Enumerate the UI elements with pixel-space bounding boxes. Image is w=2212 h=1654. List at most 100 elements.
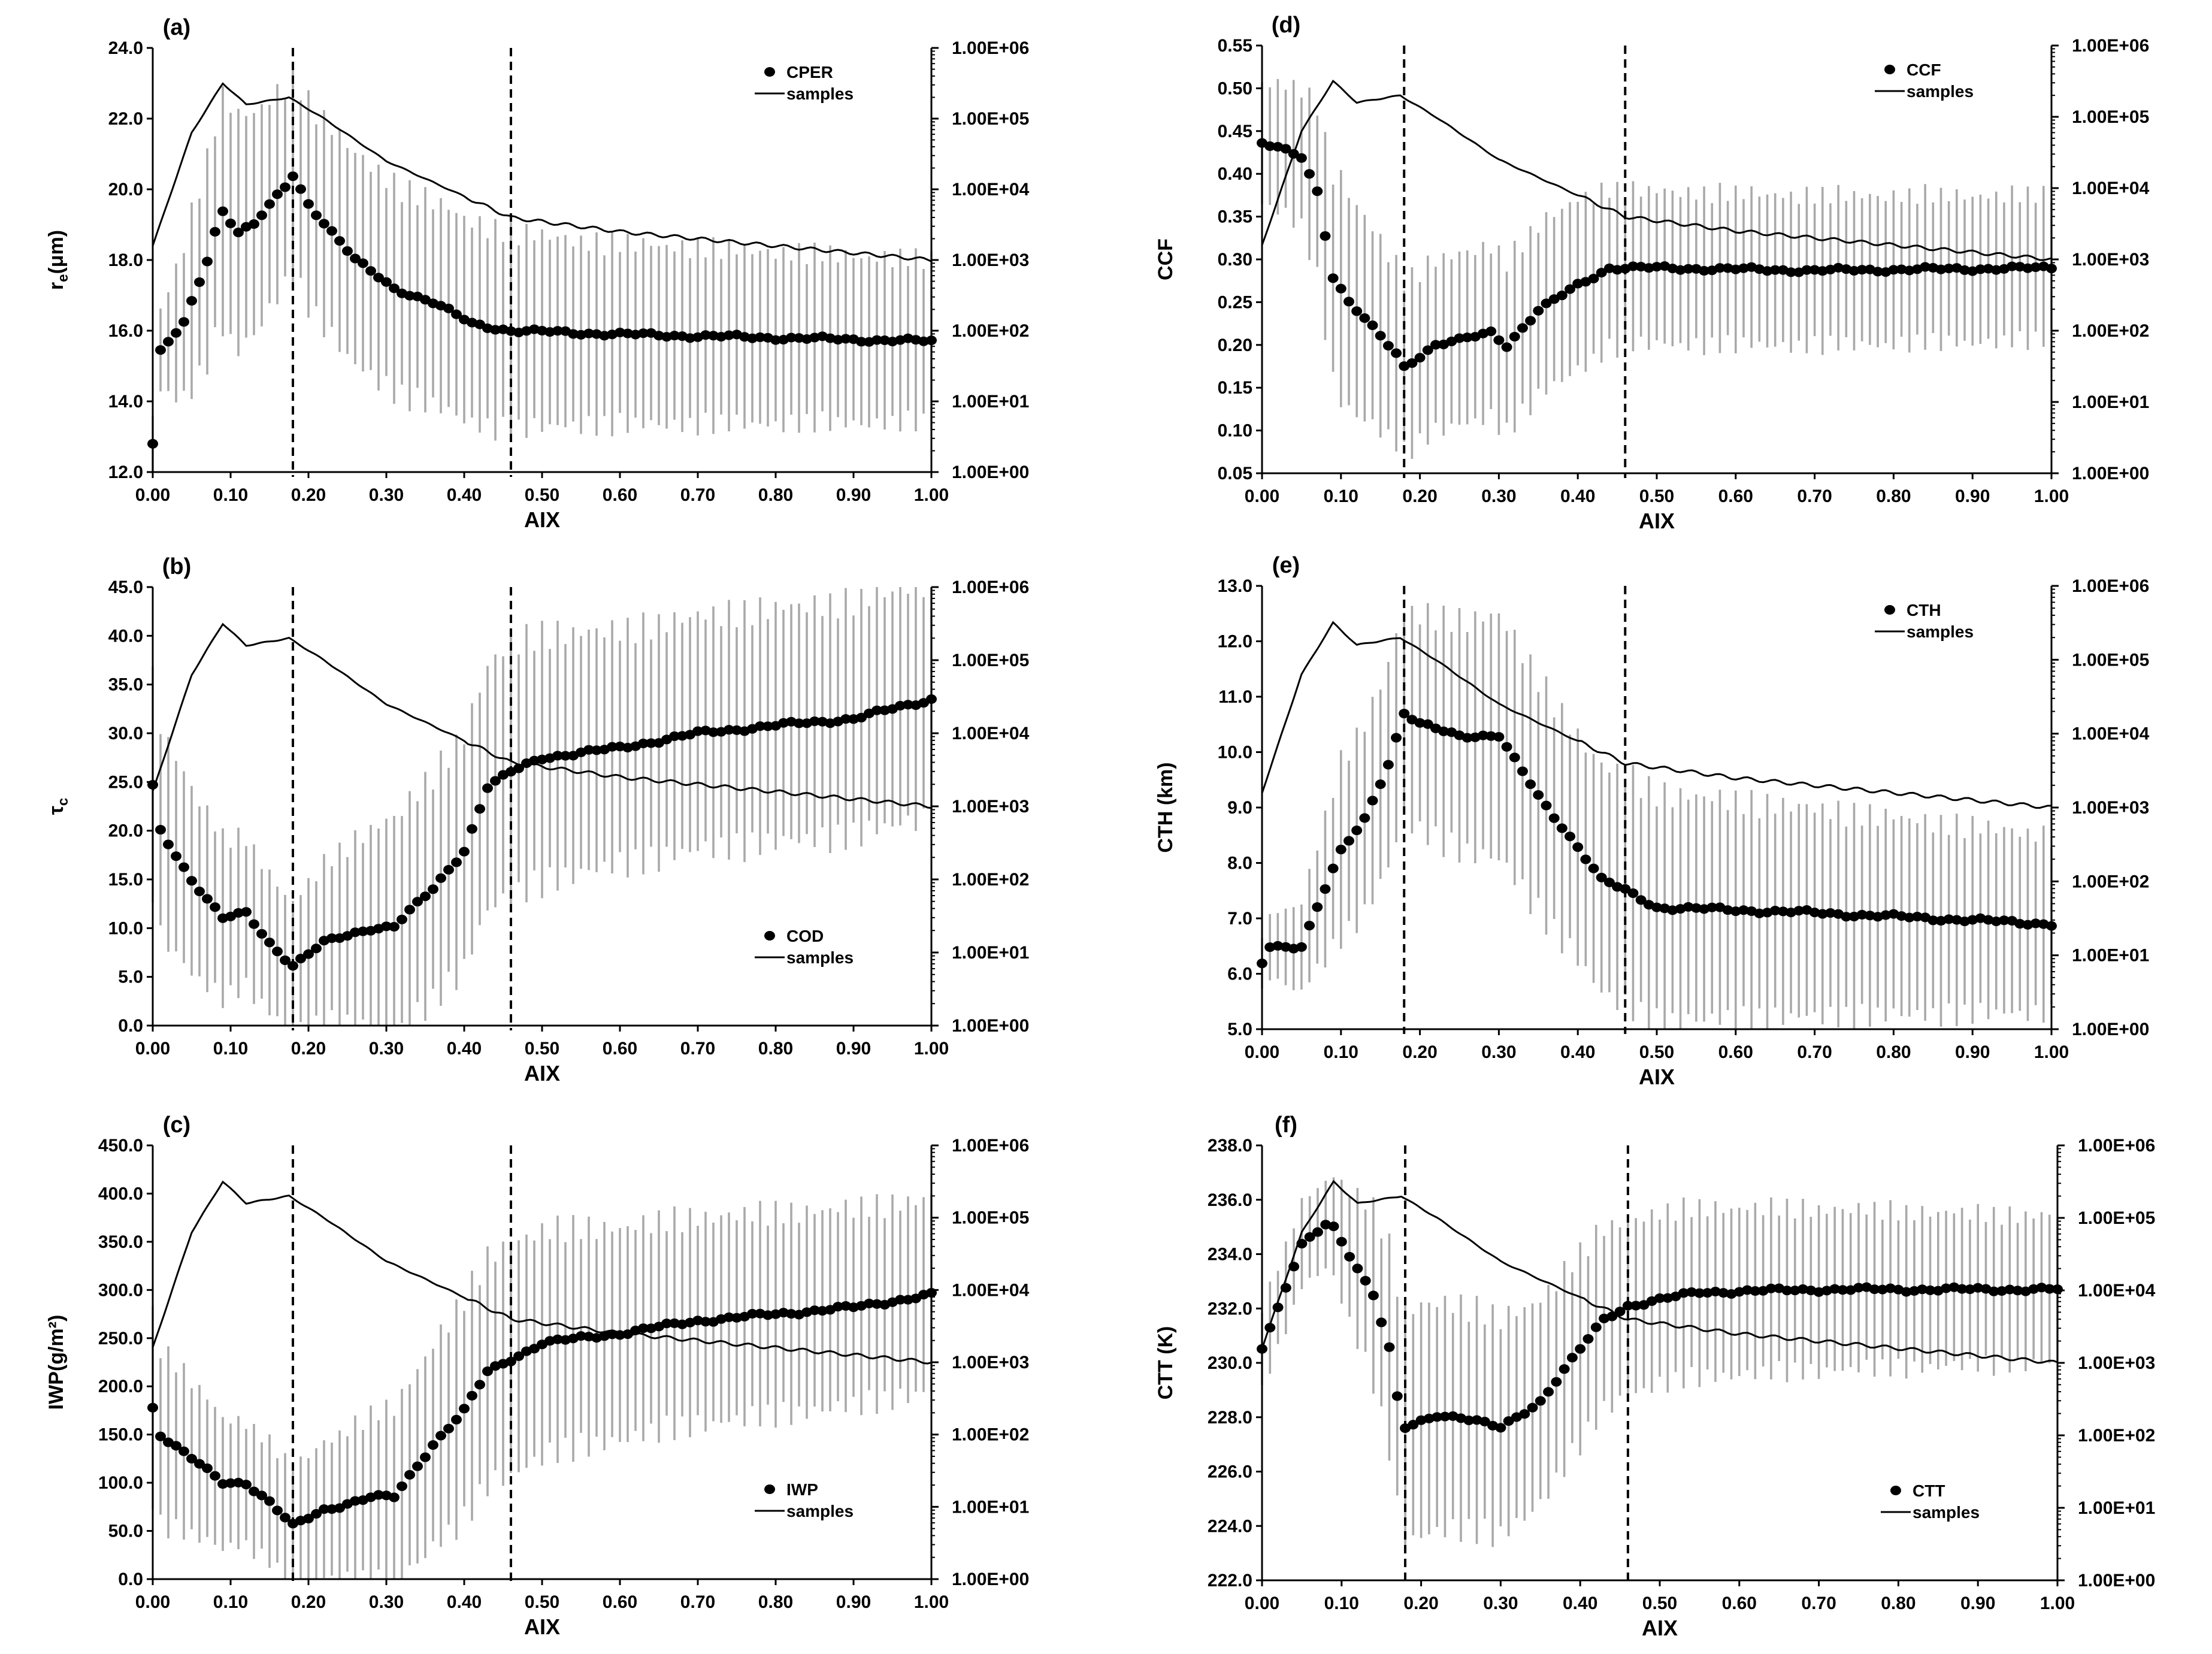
mean-point xyxy=(1327,863,1339,873)
mean-point xyxy=(1525,779,1536,790)
mean-point xyxy=(319,1504,329,1514)
x-tick-label: 0.20 xyxy=(1402,1042,1437,1062)
mean-point xyxy=(2030,918,2041,929)
y2-tick-label: 1.00E+00 xyxy=(2072,464,2149,483)
x-tick-label: 0.00 xyxy=(135,1039,170,1059)
mean-point xyxy=(1856,909,1868,920)
y-tick-label: 0.30 xyxy=(1218,250,1252,270)
mean-point xyxy=(1990,916,2002,926)
x-tick-label: 1.00 xyxy=(2034,486,2069,506)
x-tick-label: 0.10 xyxy=(1324,1593,1359,1613)
mean-point xyxy=(303,949,314,959)
y-tick-label: 238.0 xyxy=(1208,1136,1252,1156)
mean-point xyxy=(272,1505,283,1516)
mean-point xyxy=(256,929,267,939)
mean-point xyxy=(529,1344,540,1354)
mean-point xyxy=(178,317,189,327)
mean-point xyxy=(1548,294,1560,304)
legend-line-label: samples xyxy=(1907,622,1974,641)
mean-point xyxy=(1762,266,1773,276)
mean-point xyxy=(1614,1307,1626,1317)
mean-point xyxy=(1742,1285,1753,1295)
mean-point xyxy=(404,1469,415,1480)
mean-point xyxy=(1904,912,1915,923)
mean-point xyxy=(1391,348,1402,358)
x-tick-label: 0.80 xyxy=(758,485,793,505)
y-tick-label: 232.0 xyxy=(1208,1299,1252,1319)
mean-point xyxy=(809,716,820,726)
y-tick-label: 300.0 xyxy=(98,1280,143,1300)
mean-point xyxy=(326,226,337,236)
y-tick-label: 20.0 xyxy=(108,821,143,841)
y2-tick-label: 1.00E+00 xyxy=(2072,1020,2149,1039)
x-tick-label: 0.50 xyxy=(525,1039,559,1059)
mean-point xyxy=(171,1441,181,1451)
y-tick-label: 10.0 xyxy=(108,918,143,938)
mean-point xyxy=(1461,733,1473,743)
mean-point xyxy=(1400,1423,1411,1434)
panel-label: (e) xyxy=(1272,553,1300,578)
mean-point xyxy=(1495,1423,1506,1433)
y-tick-label: 0.20 xyxy=(1218,335,1252,355)
mean-point xyxy=(1479,1417,1490,1427)
mean-point xyxy=(1375,331,1386,341)
mean-point xyxy=(1438,726,1450,736)
samples-line xyxy=(152,622,932,809)
mean-point xyxy=(747,1309,758,1319)
mean-point xyxy=(646,738,656,748)
x-tick-label: 0.90 xyxy=(836,1039,871,1059)
mean-point xyxy=(1304,1232,1315,1242)
mean-point xyxy=(1320,231,1331,241)
mean-point xyxy=(210,226,220,237)
mean-point xyxy=(1730,906,1741,917)
y-tick-label: 50.0 xyxy=(108,1522,143,1541)
mean-point xyxy=(1702,1288,1713,1298)
x-tick-label: 0.20 xyxy=(291,485,326,505)
mean-point xyxy=(358,258,368,268)
mean-point xyxy=(1709,1286,1721,1296)
legend-points-label: CTT xyxy=(1913,1481,1945,1500)
legend-line-label: samples xyxy=(786,84,854,103)
x-tick-label: 1.00 xyxy=(914,1039,949,1059)
mean-point xyxy=(249,219,259,229)
mean-point xyxy=(1927,915,1939,926)
y-tick-label: 22.0 xyxy=(108,109,143,129)
y-tick-label: 100.0 xyxy=(98,1473,143,1493)
x-tick-label: 0.10 xyxy=(213,485,248,505)
y-tick-label: 0.0 xyxy=(118,1570,143,1589)
legend-points-label: CTH xyxy=(1907,601,1941,619)
mean-points xyxy=(147,1287,937,1529)
panel-c: 0.0 50.0 100.0 150.0 200.0 250.0 300.0 350.0 400… xyxy=(45,1112,1030,1639)
mean-point xyxy=(1343,297,1354,307)
mean-point xyxy=(872,705,882,715)
mean-point xyxy=(233,228,244,238)
mean-point xyxy=(1686,1287,1697,1297)
mean-point xyxy=(202,256,213,267)
x-tick-label: 0.70 xyxy=(680,1039,715,1059)
mean-point xyxy=(404,905,415,915)
y2-tick-label: 1.00E+00 xyxy=(2078,1571,2155,1590)
mean-point xyxy=(903,700,913,710)
mean-point xyxy=(1406,358,1418,368)
x-tick-label: 0.70 xyxy=(1797,1042,1832,1062)
mean-point xyxy=(607,742,618,752)
mean-point xyxy=(1541,800,1552,811)
y-axis-title: re(μm) xyxy=(45,230,71,290)
mean-point xyxy=(1559,1364,1570,1374)
mean-point xyxy=(661,1319,672,1329)
mean-point xyxy=(1801,265,1812,275)
x-tick-label: 0.40 xyxy=(447,485,482,505)
mean-point xyxy=(1533,306,1544,316)
mean-point xyxy=(1620,884,1631,894)
error-bars xyxy=(1261,603,2053,1029)
mean-point xyxy=(1694,1288,1705,1298)
mean-point xyxy=(280,182,291,192)
y2-tick-label: 1.00E+03 xyxy=(2072,798,2149,818)
mean-point xyxy=(1422,719,1433,729)
legend-line-label: samples xyxy=(1907,82,1974,101)
mean-point xyxy=(1360,1275,1371,1286)
mean-point xyxy=(1582,1334,1594,1344)
mean-point xyxy=(1556,823,1568,833)
mean-point xyxy=(552,1334,563,1344)
y2-tick-label: 1.00E+01 xyxy=(2078,1498,2155,1518)
